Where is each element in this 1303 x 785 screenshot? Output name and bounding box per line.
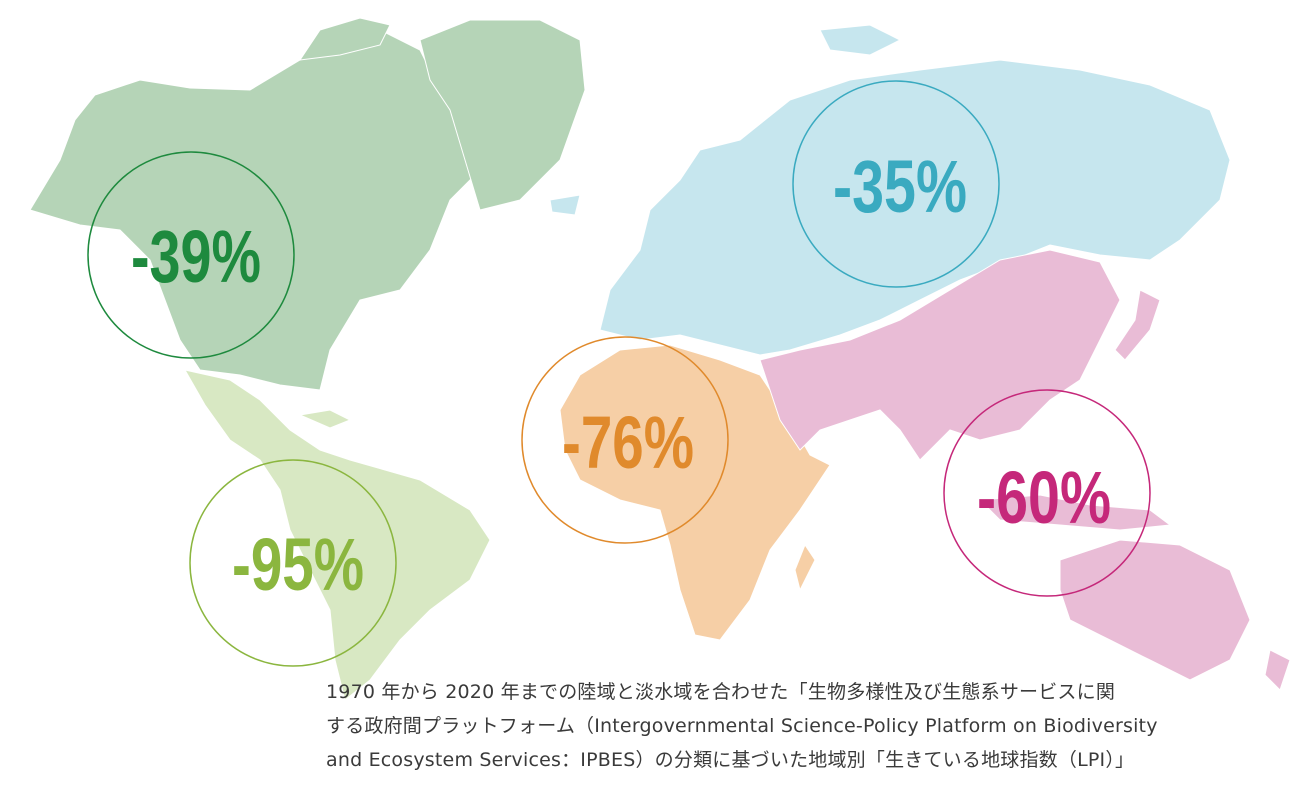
region-europe-central-asia: -35% — [792, 80, 1000, 288]
latin-america-landmass — [184, 369, 491, 701]
caption-line-3: and Ecosystem Services：IPBES）の分類に基づいた地域別… — [326, 749, 1135, 771]
caption-line-2: する政府間プラットフォーム（Intergovernmental Science-… — [326, 715, 1158, 737]
region-circle-africa — [521, 336, 729, 544]
region-value-latin-america: -95% — [232, 523, 364, 606]
north-america-landmass — [29, 17, 586, 391]
caption-line-1: 1970 年から 2020 年までの陸域と淡水域を合わせた「生物多様性及び生態系… — [326, 681, 1116, 703]
region-circle-asia-pacific — [943, 389, 1151, 597]
africa-landmass — [559, 344, 831, 641]
europe-central-asia-landmass — [549, 24, 1231, 356]
region-value-north-america: -39% — [131, 215, 261, 298]
region-latin-america: -95% — [189, 459, 397, 667]
region-africa: -76% — [521, 336, 729, 544]
region-circle-europe-central-asia — [792, 80, 1000, 288]
region-value-europe-central-asia: -35% — [833, 145, 967, 228]
region-circle-north-america — [87, 151, 295, 359]
asia-pacific-landmass — [759, 249, 1291, 691]
region-north-america: -39% — [87, 151, 295, 359]
region-circle-latin-america — [189, 459, 397, 667]
region-asia-pacific: -60% — [943, 389, 1151, 597]
region-value-asia-pacific: -60% — [977, 456, 1111, 539]
map-caption: 1970 年から 2020 年までの陸域と淡水域を合わせた「生物多様性及び生態系… — [326, 675, 1276, 777]
region-value-africa: -76% — [562, 401, 694, 484]
